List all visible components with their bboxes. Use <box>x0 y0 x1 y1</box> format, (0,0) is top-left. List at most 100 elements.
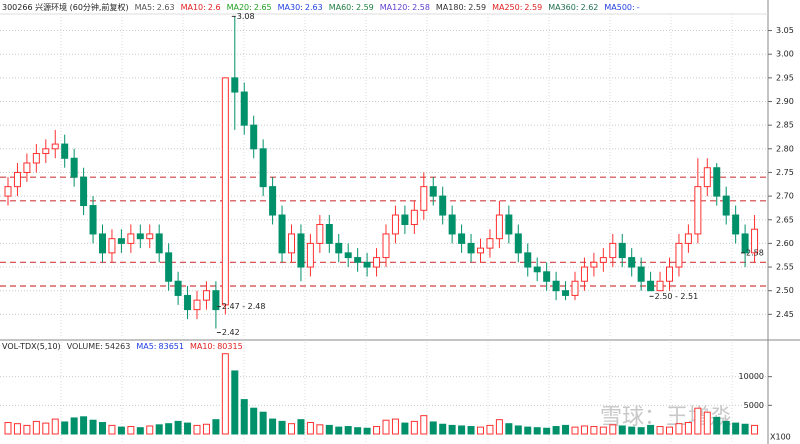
volume-bar <box>61 421 69 435</box>
candle-body <box>240 91 248 126</box>
candle-body <box>533 266 541 273</box>
candle-body <box>99 233 106 254</box>
legend-name: MA5: <box>135 3 155 12</box>
candle-body <box>552 280 560 292</box>
candle-body <box>439 195 447 216</box>
candle-body <box>316 223 324 244</box>
candle-body <box>344 252 352 259</box>
annotation: 2.50 - 2.51 <box>655 292 699 301</box>
volume-bar <box>495 419 503 435</box>
candle-body <box>165 252 173 282</box>
y-tick-label: 2.60 <box>776 239 794 248</box>
volume-bar <box>609 424 617 435</box>
y-tick-label: 2.50 <box>776 286 794 295</box>
volume-bar <box>401 422 409 435</box>
volume-bar <box>325 424 333 435</box>
y-tick-label: 2.70 <box>776 192 794 201</box>
candle-body <box>51 143 59 150</box>
candle-body <box>70 157 78 178</box>
volume-bar <box>618 425 626 435</box>
legend-name: MA5: <box>136 342 156 351</box>
volume-bar <box>713 416 721 435</box>
candle-body <box>467 242 475 254</box>
volume-bar <box>741 423 749 435</box>
volume-bar <box>656 426 664 435</box>
volume-bar <box>524 426 532 435</box>
legend-value: 2.65 <box>254 3 272 12</box>
candle-body <box>373 257 381 268</box>
candle-body <box>401 214 409 225</box>
volume-bar <box>278 420 286 435</box>
volume-bar <box>23 424 31 435</box>
volume-bar <box>571 426 579 435</box>
volume-bar <box>259 411 267 435</box>
candle-body <box>524 252 532 268</box>
volume-bar <box>13 423 21 435</box>
candle-body <box>618 242 626 259</box>
volume-bar <box>117 426 125 435</box>
candle-body <box>212 290 220 311</box>
volume-bar <box>637 427 645 435</box>
legend-name: MA10: <box>181 3 206 12</box>
candle-body <box>410 209 418 225</box>
volume-bar <box>703 411 711 435</box>
volume-bar <box>373 426 381 435</box>
volume-bar <box>666 426 673 435</box>
volume-bar <box>420 415 428 435</box>
legend-value: 54263 <box>105 342 130 351</box>
legend-name: MA500: <box>604 3 634 12</box>
volume-tick-label: 5000 <box>744 401 764 410</box>
candle-body <box>13 171 21 188</box>
legend-name: MA20: <box>227 3 252 12</box>
volume-bar <box>467 426 475 435</box>
candle-body <box>202 290 210 301</box>
candle-body <box>250 124 258 150</box>
volume-bar <box>221 353 229 435</box>
volume-bar <box>590 426 598 435</box>
volume-tick-label: 10000 <box>739 372 764 381</box>
volume-bar <box>344 426 352 435</box>
volume-bar <box>562 424 570 435</box>
volume-bar <box>174 420 182 435</box>
volume-bar <box>458 425 466 435</box>
candle-body <box>193 299 201 311</box>
candle-body <box>647 280 655 292</box>
candle-body <box>580 266 588 282</box>
volume-bar <box>51 418 59 435</box>
candle-body <box>420 186 428 211</box>
volume-bar <box>477 426 484 435</box>
legend-value: - <box>637 3 640 12</box>
candle-body <box>713 167 721 197</box>
y-tick-label: 2.75 <box>776 168 794 177</box>
candle-body <box>486 238 494 249</box>
candle-body <box>609 242 617 259</box>
candle-body <box>458 233 466 244</box>
candle-body <box>505 214 513 235</box>
candle-body <box>732 214 740 235</box>
volume-bar <box>382 419 390 435</box>
candle-body <box>306 242 314 268</box>
annotation: 3.08 <box>237 12 255 21</box>
volume-bar <box>155 424 163 435</box>
candle-body <box>42 148 50 155</box>
legend-name: VOLUME: <box>67 342 103 351</box>
candle-body <box>656 280 664 292</box>
candle-body <box>514 233 522 254</box>
candle-body <box>127 233 135 244</box>
legend-value: 83651 <box>159 342 184 351</box>
candle-body <box>231 77 239 93</box>
legend-name: MA180: <box>436 3 466 12</box>
candle-body <box>543 271 551 282</box>
legend-value: 2.6 <box>208 3 221 12</box>
candle-body <box>684 233 692 244</box>
volume-bar <box>580 425 588 435</box>
volume-bar <box>70 417 78 435</box>
candle-body <box>146 233 154 240</box>
volume-bar <box>628 426 636 435</box>
volume-bar <box>751 424 759 435</box>
legend-title: VOL-TDX(5,10) VOLUME: 54263 MA5: 83651 MA10: 8… <box>2 342 243 351</box>
volume-bar <box>439 423 447 435</box>
candle-body <box>61 143 69 159</box>
legend-name: MA30: <box>278 3 303 12</box>
